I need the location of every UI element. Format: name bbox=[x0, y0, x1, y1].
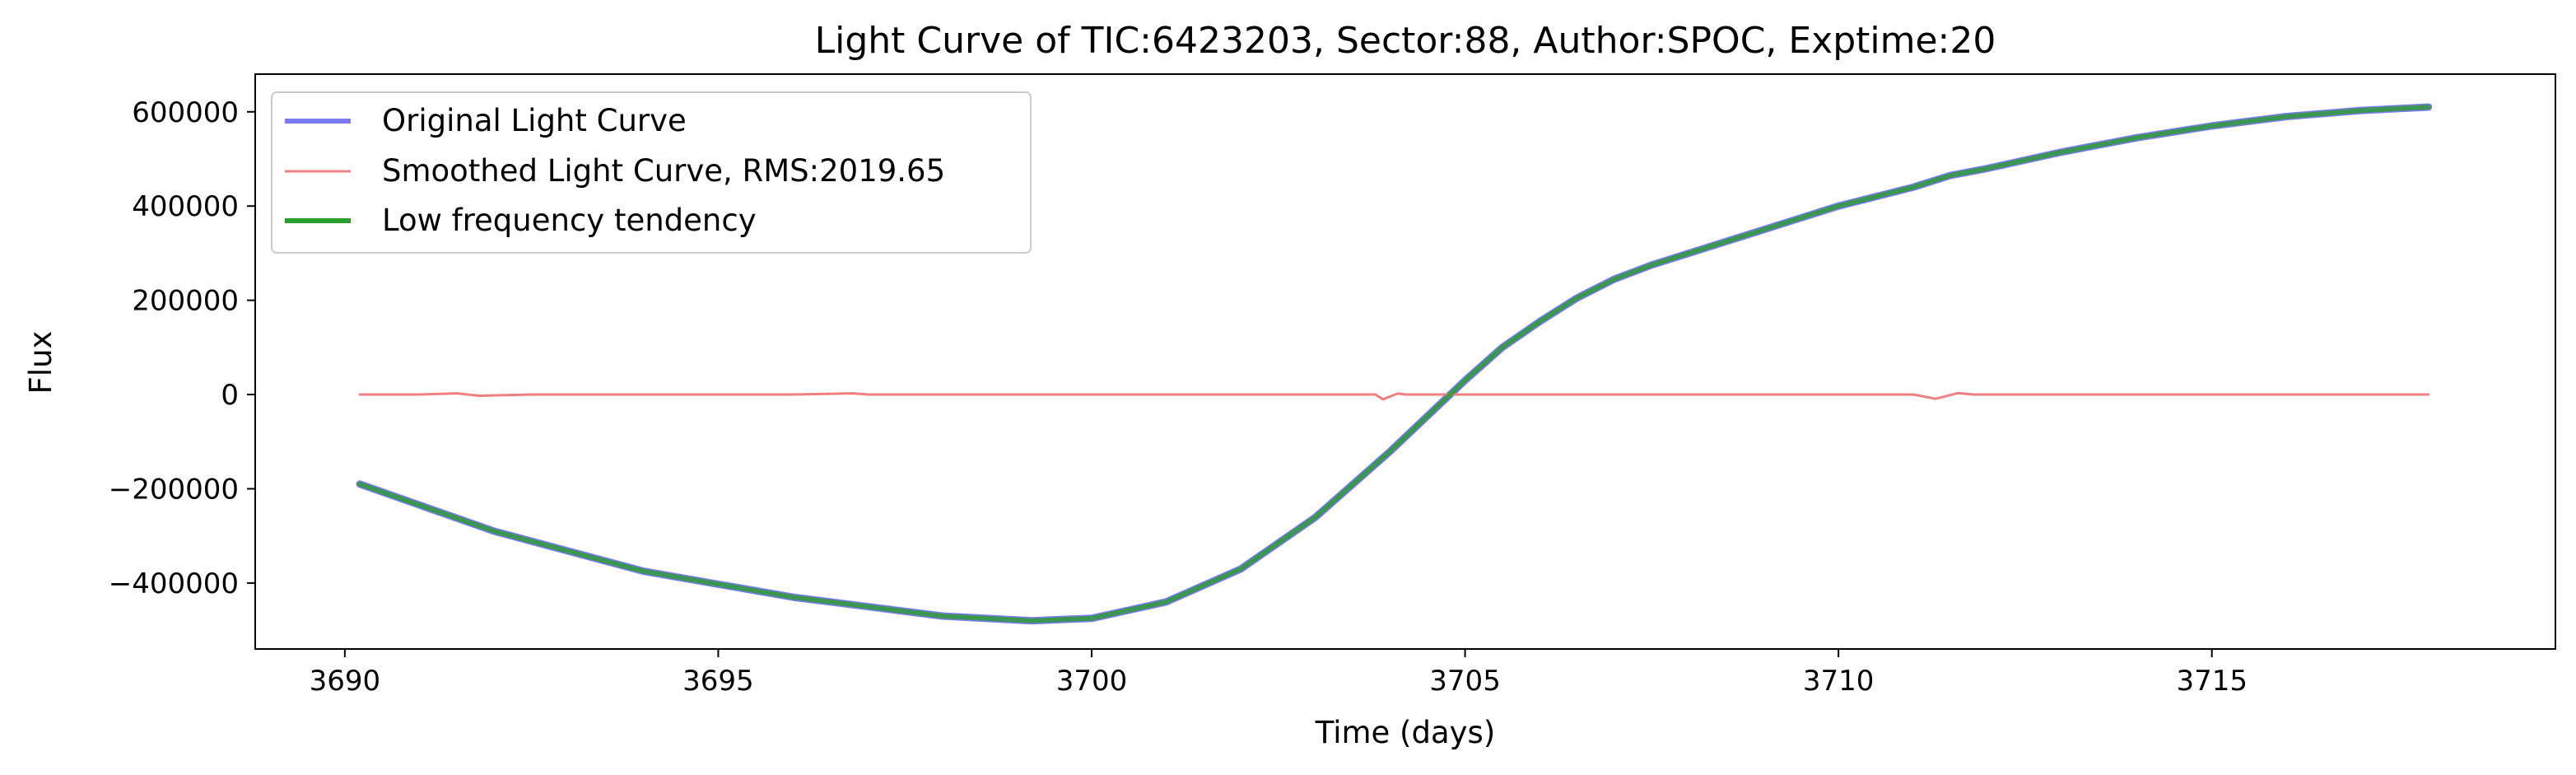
y-tick-label: 200000 bbox=[132, 285, 239, 318]
x-tick-label: 3700 bbox=[1056, 665, 1128, 698]
y-tick-label: 400000 bbox=[132, 190, 239, 223]
legend: Original Light Curve Smoothed Light Curv… bbox=[271, 91, 1032, 254]
legend-label-low-frequency: Low frequency tendency bbox=[382, 203, 757, 238]
plot-area bbox=[254, 73, 2556, 650]
x-axis: 3690 3695 3700 3705 3710 3715 bbox=[310, 649, 2248, 698]
legend-box bbox=[271, 91, 1032, 254]
x-tick-label: 3715 bbox=[2176, 665, 2248, 698]
x-tick-label: 3695 bbox=[682, 665, 754, 698]
y-tick-label: −400000 bbox=[109, 567, 239, 600]
y-tick-label: 600000 bbox=[132, 96, 239, 129]
series-layer bbox=[356, 103, 2433, 625]
legend-label-original: Original Light Curve bbox=[382, 103, 687, 138]
x-axis-label: Time (days) bbox=[1315, 715, 1496, 750]
x-tick-label: 3690 bbox=[310, 665, 381, 698]
y-tick-label: −200000 bbox=[109, 473, 239, 506]
low-frequency-tendency-line bbox=[357, 105, 2431, 623]
x-tick-label: 3710 bbox=[1803, 665, 1875, 698]
y-axis-label: Flux bbox=[23, 331, 58, 395]
y-tick-label: 0 bbox=[221, 379, 239, 412]
smoothed-light-curve-line bbox=[358, 391, 2430, 401]
y-axis: −400000 −200000 0 200000 400000 600000 bbox=[109, 96, 255, 600]
chart-title: Light Curve of TIC:6423203, Sector:88, A… bbox=[815, 20, 1996, 62]
x-tick-label: 3705 bbox=[1429, 665, 1501, 698]
legend-label-smoothed: Smoothed Light Curve, RMS:2019.65 bbox=[382, 153, 945, 189]
